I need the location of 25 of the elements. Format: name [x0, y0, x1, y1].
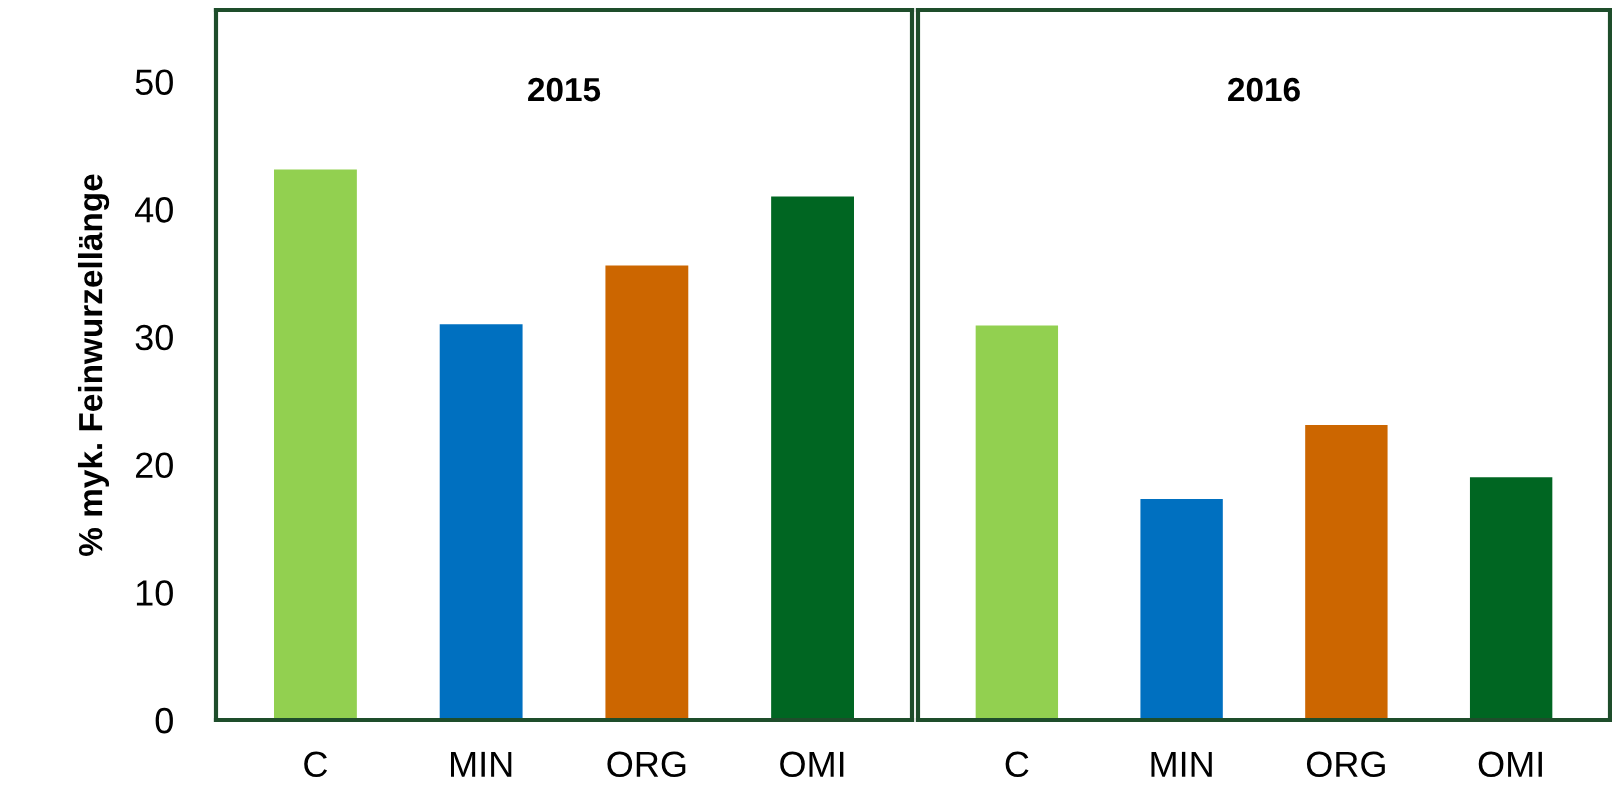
y-axis-title: % myk. Feinwurzellänge: [77, 174, 110, 556]
x-tick-label: MIN: [1151, 751, 1212, 777]
bar: [1469, 477, 1553, 720]
y-tick-label: 40: [135, 197, 173, 223]
x-tick-label: ORG: [1306, 751, 1385, 778]
y-tick-label: 30: [135, 324, 173, 351]
text: 2015: [528, 77, 601, 102]
bar: [439, 324, 523, 720]
bar: [274, 169, 357, 720]
x-tick-label: MIN: [451, 751, 512, 777]
y-tick-label: 50: [135, 69, 173, 95]
bar: [1305, 425, 1388, 720]
x-tick-label: ORG: [607, 751, 686, 778]
bar: [605, 265, 689, 720]
bar: [771, 196, 854, 720]
text: 2016: [1228, 77, 1300, 102]
x-tick-label: OMI: [1478, 751, 1542, 778]
x-tick-label: C: [304, 751, 328, 778]
y-tick-label: 10: [136, 580, 173, 606]
bar: [1140, 499, 1223, 720]
x-tick-label: OMI: [780, 751, 844, 778]
y-tick-label: 20: [135, 452, 173, 479]
bar: [975, 325, 1059, 720]
x-tick-label: C: [1005, 751, 1029, 778]
y-tick-label: 0: [155, 707, 173, 734]
